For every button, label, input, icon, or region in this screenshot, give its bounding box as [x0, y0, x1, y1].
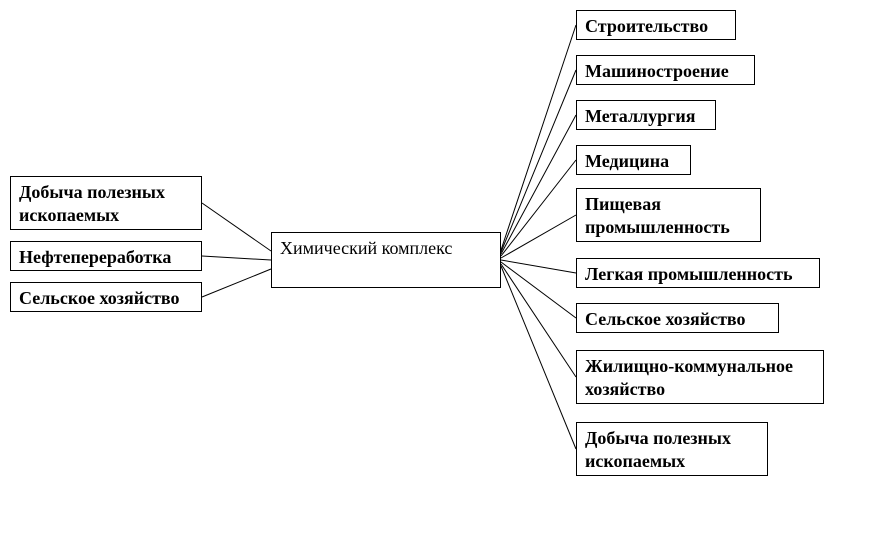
- right-node-right-food: Пищевая промышленность: [576, 188, 761, 242]
- connector-line: [501, 262, 576, 318]
- left-node-left-agri: Сельское хозяйство: [10, 282, 202, 312]
- right-node-right-mining: Добыча полезных ископаемых: [576, 422, 768, 476]
- right-node-right-engineering: Машиностроение: [576, 55, 755, 85]
- connector-line: [501, 115, 576, 254]
- connector-line: [202, 256, 271, 260]
- connector-line: [501, 160, 576, 256]
- right-node-right-metallurgy: Металлургия: [576, 100, 716, 130]
- right-node-right-medicine: Медицина: [576, 145, 691, 175]
- right-node-right-housing: Жилищно-коммунальное хозяйство: [576, 350, 824, 404]
- center-node: Химический комплекс: [271, 232, 501, 288]
- left-node-left-mining: Добыча полезных ископаемых: [10, 176, 202, 230]
- connector-line: [202, 269, 271, 297]
- connector-line: [501, 25, 576, 250]
- right-node-right-construction: Строительство: [576, 10, 736, 40]
- right-node-right-light: Легкая промышленность: [576, 258, 820, 288]
- left-node-left-oil: Нефтепереработка: [10, 241, 202, 271]
- connector-line: [501, 264, 576, 377]
- connector-line: [501, 215, 576, 258]
- connector-line: [501, 70, 576, 252]
- right-node-right-agri: Сельское хозяйство: [576, 303, 779, 333]
- connector-line: [501, 266, 576, 449]
- connector-line: [202, 203, 271, 251]
- connector-line: [501, 260, 576, 273]
